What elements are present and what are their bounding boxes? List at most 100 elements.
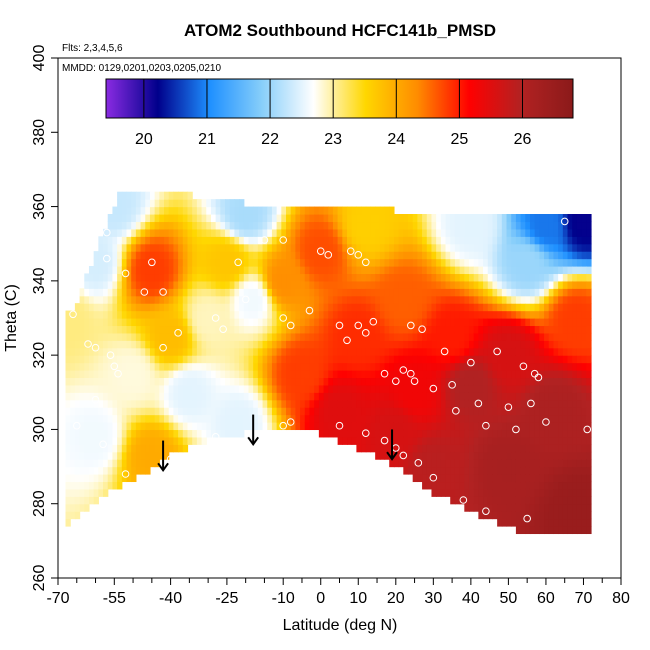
heatmap-cell xyxy=(131,429,137,438)
heatmap-cell xyxy=(149,310,156,319)
heatmap-cell xyxy=(262,303,268,312)
heatmap-cell xyxy=(459,280,465,289)
heatmap-cell xyxy=(393,303,400,312)
heatmap-cell xyxy=(468,347,475,356)
heatmap-cell xyxy=(121,214,128,223)
heatmap-cell xyxy=(234,422,240,431)
heatmap-cell xyxy=(356,436,362,445)
heatmap-cell xyxy=(318,295,325,304)
heatmap-cell xyxy=(454,481,461,490)
heatmap-cell xyxy=(398,451,404,460)
heatmap-cell xyxy=(164,206,170,215)
heatmap-cell xyxy=(576,436,583,445)
heatmap-cell xyxy=(347,266,353,275)
observation-point xyxy=(91,343,100,352)
heatmap-cell xyxy=(403,370,409,379)
heatmap-cell xyxy=(295,206,301,215)
heatmap-cell xyxy=(586,399,592,408)
heatmap-cell xyxy=(572,399,578,408)
heatmap-cell xyxy=(276,206,282,215)
heatmap-cell xyxy=(511,303,517,312)
heatmap-cell xyxy=(332,399,339,408)
heatmap-cell xyxy=(351,384,357,393)
heatmap-cell xyxy=(558,496,564,505)
heatmap-cell xyxy=(182,332,189,341)
heatmap-cell xyxy=(539,481,545,490)
heatmap-cell xyxy=(210,429,217,438)
heatmap-cell xyxy=(412,347,418,356)
x-tick-label: 50 xyxy=(500,590,518,607)
heatmap-cell xyxy=(497,451,503,460)
heatmap-cell xyxy=(483,422,489,431)
heatmap-cell xyxy=(487,496,494,505)
heatmap-cell xyxy=(201,347,207,356)
heatmap-cell xyxy=(196,332,203,341)
heatmap-cell xyxy=(253,347,259,356)
heatmap-cell xyxy=(501,511,508,520)
heatmap-cell xyxy=(417,310,423,319)
heatmap-cell xyxy=(300,377,306,386)
heatmap-cell xyxy=(196,273,203,282)
heatmap-cell xyxy=(225,332,231,341)
heatmap-cell xyxy=(159,325,165,334)
heatmap-cell xyxy=(562,503,569,512)
heatmap-cell xyxy=(473,214,479,223)
heatmap-cell xyxy=(581,347,587,356)
heatmap-cell xyxy=(361,422,367,431)
heatmap-cell xyxy=(103,429,109,438)
heatmap-cell xyxy=(586,347,592,356)
heatmap-cell xyxy=(473,392,479,401)
heatmap-cell xyxy=(121,221,128,230)
heatmap-cell xyxy=(445,310,451,319)
heatmap-cell xyxy=(192,436,198,445)
heatmap-cell xyxy=(121,332,128,341)
observation-point xyxy=(361,258,370,267)
heatmap-cell xyxy=(389,340,395,349)
heatmap-cell xyxy=(548,303,555,312)
heatmap-cell xyxy=(553,488,559,497)
heatmap-cell xyxy=(487,347,494,356)
heatmap-cell xyxy=(309,422,315,431)
heatmap-cell xyxy=(539,436,545,445)
heatmap-cell xyxy=(182,251,189,260)
heatmap-cell xyxy=(131,258,137,267)
heatmap-cell xyxy=(497,288,503,297)
heatmap-cell xyxy=(328,340,334,349)
heatmap-cell xyxy=(548,511,555,520)
heatmap-cell xyxy=(426,436,433,445)
heatmap-cell xyxy=(370,243,376,252)
heatmap-cell xyxy=(323,228,329,237)
heatmap-cell xyxy=(501,422,508,431)
heatmap-cell xyxy=(121,414,128,423)
heatmap-cell xyxy=(135,228,142,237)
heatmap-cell xyxy=(309,399,315,408)
heatmap-cell xyxy=(562,444,569,453)
heatmap-cell xyxy=(145,280,151,289)
heatmap-cell xyxy=(159,444,165,453)
heatmap-cell xyxy=(201,251,207,260)
heatmap-cell xyxy=(201,266,207,275)
heatmap-cell xyxy=(581,392,587,401)
heatmap-cell xyxy=(286,303,292,312)
heatmap-cell xyxy=(417,384,423,393)
heatmap-cell xyxy=(398,370,404,379)
heatmap-cell xyxy=(74,347,81,356)
heatmap-cell xyxy=(65,370,71,379)
heatmap-cell xyxy=(192,303,198,312)
heatmap-cell xyxy=(581,496,587,505)
heatmap-cell xyxy=(117,280,123,289)
heatmap-cell xyxy=(126,459,132,468)
heatmap-cell xyxy=(450,451,456,460)
heatmap-cell xyxy=(445,303,451,312)
heatmap-cell xyxy=(65,503,71,512)
heatmap-cell xyxy=(459,288,465,297)
heatmap-cell xyxy=(581,481,587,490)
heatmap-cell xyxy=(300,288,306,297)
heatmap-cell xyxy=(229,273,236,282)
heatmap-cell xyxy=(515,518,522,527)
heatmap-cell xyxy=(426,444,433,453)
heatmap-cell xyxy=(581,280,587,289)
heatmap-cell xyxy=(581,266,587,275)
heatmap-cell xyxy=(98,422,104,431)
heatmap-cell xyxy=(426,295,433,304)
